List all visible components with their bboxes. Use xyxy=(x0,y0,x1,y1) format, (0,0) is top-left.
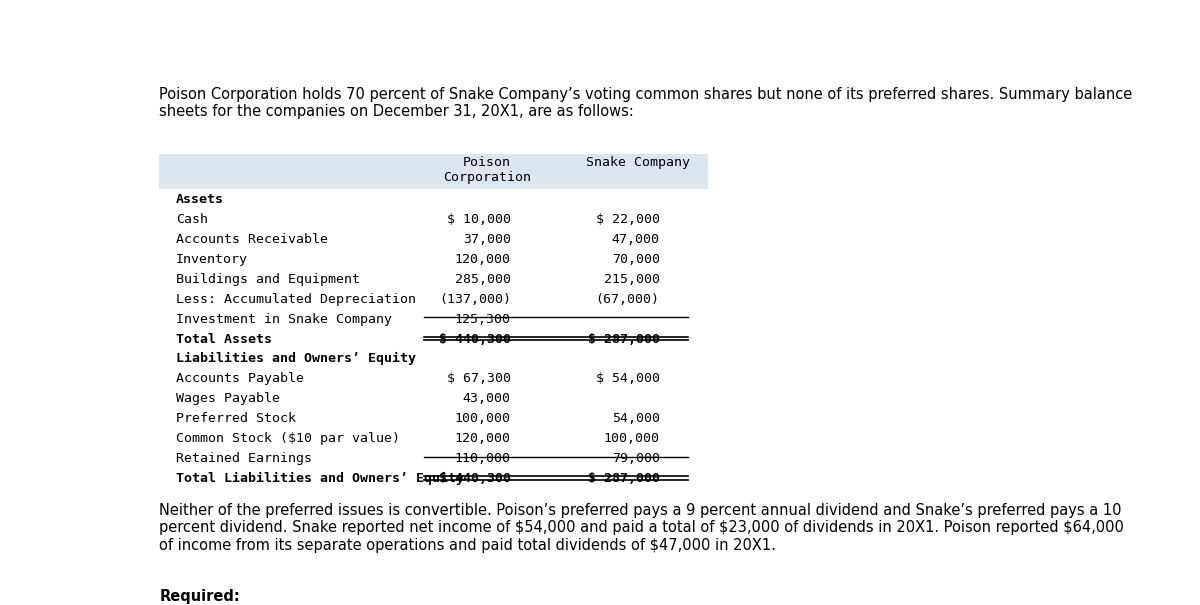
Text: $ 287,000: $ 287,000 xyxy=(588,333,660,346)
Text: $ 54,000: $ 54,000 xyxy=(595,372,660,385)
Text: $ 287,000: $ 287,000 xyxy=(588,473,660,485)
Text: Total Assets: Total Assets xyxy=(176,333,272,346)
Text: 100,000: 100,000 xyxy=(455,412,511,425)
Text: 79,000: 79,000 xyxy=(612,452,660,465)
Text: Required:: Required: xyxy=(160,589,240,604)
Text: Buildings and Equipment: Buildings and Equipment xyxy=(176,273,360,286)
Text: $ 22,000: $ 22,000 xyxy=(595,213,660,226)
Text: 120,000: 120,000 xyxy=(455,432,511,445)
Text: 100,000: 100,000 xyxy=(604,432,660,445)
Text: 47,000: 47,000 xyxy=(612,233,660,246)
Text: Inventory: Inventory xyxy=(176,253,248,266)
Text: 215,000: 215,000 xyxy=(604,273,660,286)
Text: Assets: Assets xyxy=(176,193,224,206)
FancyBboxPatch shape xyxy=(160,154,708,189)
Text: Accounts Payable: Accounts Payable xyxy=(176,372,304,385)
Text: (67,000): (67,000) xyxy=(595,293,660,306)
Text: Total Liabilities and Owners’ Equity: Total Liabilities and Owners’ Equity xyxy=(176,473,464,485)
Text: Retained Earnings: Retained Earnings xyxy=(176,452,312,465)
Text: 285,000: 285,000 xyxy=(455,273,511,286)
Text: $ 67,300: $ 67,300 xyxy=(446,372,511,385)
Text: $ 10,000: $ 10,000 xyxy=(446,213,511,226)
Text: Accounts Receivable: Accounts Receivable xyxy=(176,233,328,246)
Text: 43,000: 43,000 xyxy=(463,392,511,405)
Text: Snake Company: Snake Company xyxy=(587,157,690,169)
Text: $ 440,300: $ 440,300 xyxy=(439,333,511,346)
Text: Investment in Snake Company: Investment in Snake Company xyxy=(176,313,392,326)
Text: 120,000: 120,000 xyxy=(455,253,511,266)
Text: 125,300: 125,300 xyxy=(455,313,511,326)
Text: Poison
Corporation: Poison Corporation xyxy=(443,157,530,185)
Text: Wages Payable: Wages Payable xyxy=(176,392,280,405)
Text: (137,000): (137,000) xyxy=(439,293,511,306)
Text: 37,000: 37,000 xyxy=(463,233,511,246)
Text: Liabilities and Owners’ Equity: Liabilities and Owners’ Equity xyxy=(176,352,416,365)
Text: Poison Corporation holds 70 percent of Snake Company’s voting common shares but : Poison Corporation holds 70 percent of S… xyxy=(160,87,1133,119)
Text: $ 440,300: $ 440,300 xyxy=(439,473,511,485)
Text: 54,000: 54,000 xyxy=(612,412,660,425)
Text: Preferred Stock: Preferred Stock xyxy=(176,412,296,425)
Text: 110,000: 110,000 xyxy=(455,452,511,465)
Text: Less: Accumulated Depreciation: Less: Accumulated Depreciation xyxy=(176,293,416,306)
Text: Common Stock ($10 par value): Common Stock ($10 par value) xyxy=(176,432,400,445)
Text: Neither of the preferred issues is convertible. Poison’s preferred pays a 9 perc: Neither of the preferred issues is conve… xyxy=(160,503,1124,553)
Text: Cash: Cash xyxy=(176,213,208,226)
Text: 70,000: 70,000 xyxy=(612,253,660,266)
